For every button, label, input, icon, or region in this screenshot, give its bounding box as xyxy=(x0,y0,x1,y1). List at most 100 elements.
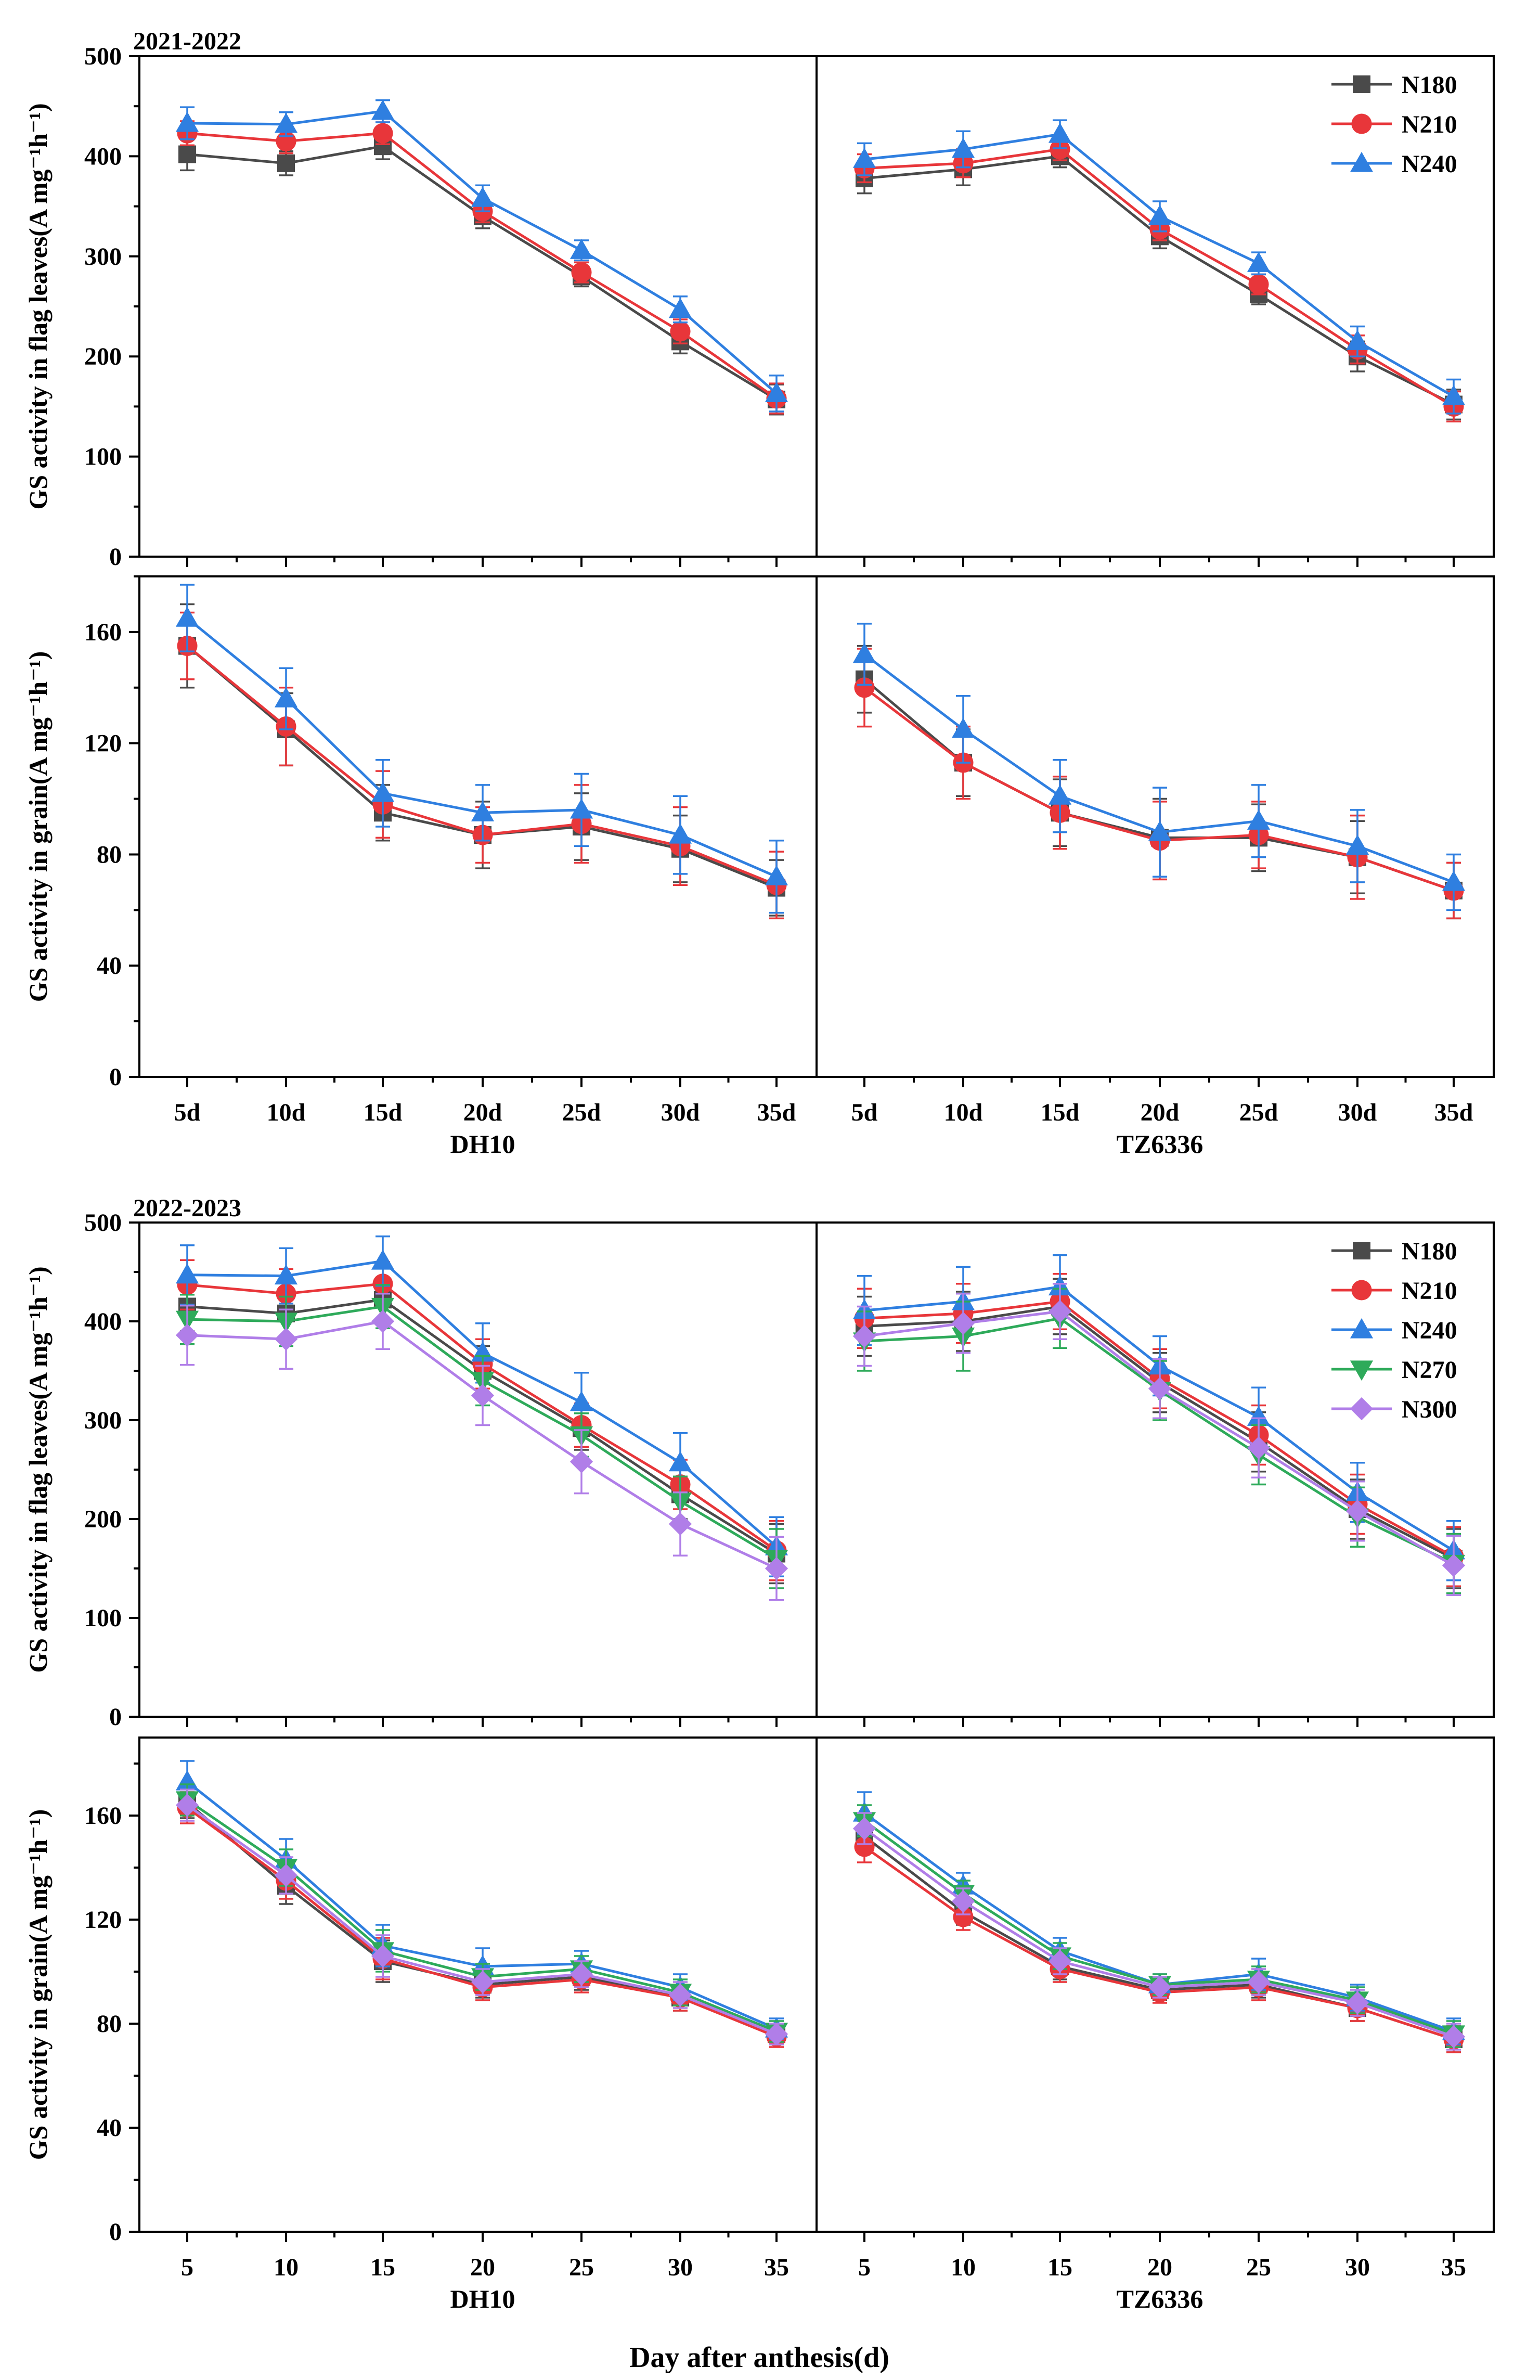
subplot-DH10 xyxy=(175,1235,788,1727)
y-tick-label: 0 xyxy=(109,2218,122,2246)
series-N210 xyxy=(854,1273,1464,1587)
series-line xyxy=(187,145,778,401)
x-tick-label: 5d xyxy=(851,1099,878,1126)
x-tick-label: 25d xyxy=(562,1099,601,1126)
x-tick-label: 35 xyxy=(764,2254,789,2281)
y-axis-title: GS activity in flag leaves(A mg⁻¹h⁻¹) xyxy=(23,103,53,509)
data-point xyxy=(1247,252,1271,272)
series-N240 xyxy=(852,623,1466,911)
series-N210 xyxy=(177,120,787,415)
series-N180 xyxy=(178,603,785,917)
data-point xyxy=(1247,1436,1271,1460)
x-tick-label: 20 xyxy=(1147,2254,1172,2281)
data-point xyxy=(178,145,196,163)
data-point xyxy=(1248,274,1269,295)
data-point xyxy=(571,262,592,283)
y-axis-title: GS activity in grain(A mg⁻¹h⁻¹) xyxy=(23,1809,53,2160)
data-point xyxy=(175,1263,199,1284)
y-tick-label: 0 xyxy=(109,1063,122,1091)
data-point xyxy=(175,607,199,627)
data-point xyxy=(274,1328,298,1351)
y-tick-label: 400 xyxy=(84,143,122,170)
data-point xyxy=(175,111,199,132)
data-point xyxy=(668,1983,692,2007)
series-N210 xyxy=(854,1830,1464,2053)
data-point xyxy=(471,1384,495,1407)
data-point xyxy=(1148,1975,1172,1999)
legend: N180 N210 N240 xyxy=(1331,71,1457,178)
y-tick-label: 120 xyxy=(84,730,122,757)
data-point xyxy=(765,1556,788,1580)
x-tick-label: 10 xyxy=(951,2254,976,2281)
subplot-TZ6336 xyxy=(852,1254,1466,1727)
x-tick-label: 10 xyxy=(274,2254,299,2281)
data-point xyxy=(570,239,593,259)
panel-1: 0 40 80 120 160 GS activity in grain(A mg⁻¹h⁻… xyxy=(23,575,1495,1159)
legend-marker xyxy=(1353,75,1370,93)
y-tick-label: 400 xyxy=(84,1308,122,1335)
x-tick-label: 30 xyxy=(1345,2254,1370,2281)
data-point xyxy=(1345,330,1369,350)
data-point xyxy=(852,1324,876,1348)
data-point xyxy=(570,1391,593,1411)
data-point xyxy=(1050,139,1070,160)
data-point xyxy=(277,154,295,172)
legend: N180 N210 N240 N270 N300 xyxy=(1331,1238,1457,1423)
data-point xyxy=(570,1962,593,1986)
legend-label: N180 xyxy=(1402,1238,1457,1265)
legend-marker xyxy=(1350,1318,1374,1339)
x-tick-label: 20d xyxy=(463,1099,502,1126)
data-point xyxy=(1048,1949,1072,1973)
data-point xyxy=(471,187,495,207)
y-tick-label: 200 xyxy=(84,1506,122,1533)
data-point xyxy=(668,1512,692,1536)
x-tick-label: 30d xyxy=(661,1099,700,1126)
data-point xyxy=(274,687,298,707)
data-point xyxy=(765,2022,788,2046)
series-N210 xyxy=(854,137,1464,423)
data-point xyxy=(274,112,298,133)
data-point xyxy=(371,1250,395,1270)
cultivar-label: DH10 xyxy=(450,2284,515,2313)
y-tick-label: 300 xyxy=(84,243,122,271)
x-tick-label: 15 xyxy=(1047,2254,1072,2281)
legend-label: N240 xyxy=(1402,1317,1457,1344)
legend-label: N210 xyxy=(1402,1277,1457,1305)
data-point xyxy=(1345,1991,1369,2015)
legend-label: N300 xyxy=(1402,1396,1457,1423)
x-tick-label: 20d xyxy=(1141,1099,1180,1126)
data-point xyxy=(371,781,395,802)
y-tick-label: 0 xyxy=(109,1703,122,1731)
subplot-TZ6336: 5d 10d 15d 20d 25d 30d 35d TZ6336 xyxy=(851,623,1473,1159)
data-point xyxy=(951,137,975,158)
legend-marker xyxy=(1350,1397,1374,1421)
data-point xyxy=(951,1889,975,1913)
x-tick-label: 15d xyxy=(364,1099,403,1126)
y-tick-label: 120 xyxy=(84,1906,122,1934)
x-tick-label: 25 xyxy=(1246,2254,1271,2281)
series-N270 xyxy=(852,1288,1466,1594)
series-N180 xyxy=(856,144,1463,421)
data-point xyxy=(175,1323,199,1347)
panel-3: 0 40 80 120 160 GS activity in grain(A mg⁻¹h⁻… xyxy=(23,1736,1495,2313)
y-tick-label: 300 xyxy=(84,1407,122,1434)
x-tick-label: 35d xyxy=(1434,1099,1473,1126)
y-tick-label: 160 xyxy=(84,619,122,646)
series-line xyxy=(187,132,778,400)
series-N240 xyxy=(175,584,788,914)
data-point xyxy=(471,1970,495,1994)
x-tick-label: 10d xyxy=(267,1099,306,1126)
series-line xyxy=(864,148,1455,408)
x-tick-label: 30 xyxy=(668,2254,693,2281)
series-N300 xyxy=(852,1812,1466,2051)
series-N270 xyxy=(852,1804,1466,2048)
data-point xyxy=(1148,1377,1172,1400)
data-point xyxy=(852,1817,876,1841)
data-point xyxy=(854,677,875,698)
data-point xyxy=(1048,784,1072,805)
data-point xyxy=(852,642,876,663)
y-tick-label: 200 xyxy=(84,343,122,370)
legend-marker xyxy=(1351,1280,1372,1301)
panel-2: 0 100 200 300 400 500 GS activity in flag leav… xyxy=(23,1194,1495,1731)
legend-label: N270 xyxy=(1402,1356,1457,1384)
